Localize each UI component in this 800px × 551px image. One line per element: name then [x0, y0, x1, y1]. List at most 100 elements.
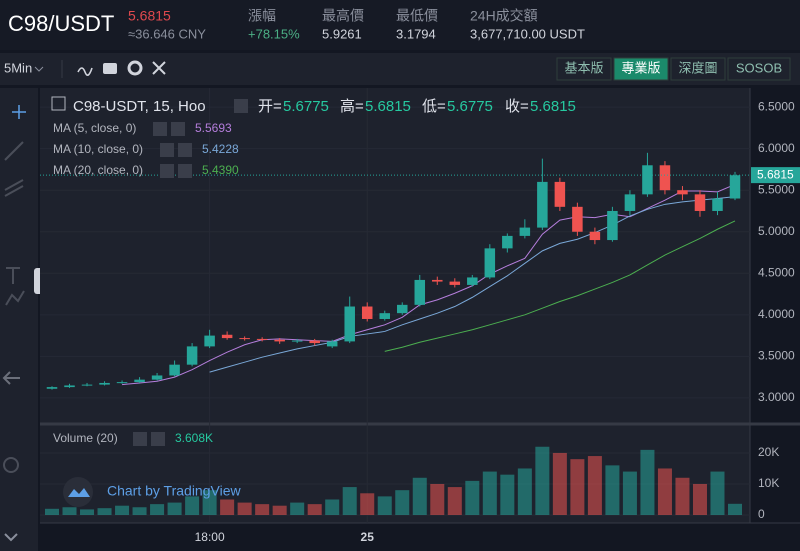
volume-label: Volume (20): [53, 431, 118, 445]
left-toolbar: [0, 88, 38, 551]
price-tick-label: 4.0000: [758, 307, 795, 321]
candle-body: [449, 281, 461, 285]
stat-label: 最高價: [322, 8, 364, 24]
collapse-legend[interactable]: [51, 96, 66, 111]
candle-body: [116, 382, 128, 384]
stat-value: +78.15%: [248, 26, 300, 41]
text-tool[interactable]: [6, 267, 20, 284]
ma-label: MA (5, close, 0): [53, 121, 136, 135]
ohlc-value: 5.6815: [530, 98, 576, 115]
crosshair-tool[interactable]: [12, 105, 26, 119]
volume-bar: [587, 456, 602, 515]
volume-bar: [640, 449, 655, 515]
time-tick-label: 25: [361, 530, 375, 544]
ma-settings: [160, 164, 174, 178]
ma-value: 5.4390: [202, 163, 239, 177]
back-tool[interactable]: [2, 371, 20, 385]
fullscreen-icon[interactable]: [152, 61, 166, 75]
volume-value: 3.608K: [175, 431, 213, 445]
volume-bar: [447, 487, 462, 515]
candle-body: [659, 165, 671, 191]
view-button[interactable]: [670, 57, 726, 81]
price-tick-label: 5.0000: [758, 224, 795, 238]
stat-label: 漲幅: [248, 8, 276, 24]
volume-bar: [605, 465, 620, 515]
volume-bar: [62, 507, 77, 515]
price: 5.6815: [128, 8, 171, 24]
candle-body: [326, 341, 338, 347]
ma-close: [171, 122, 185, 136]
channel-tool[interactable]: [4, 179, 24, 197]
volume-bar: [552, 452, 567, 515]
volume-bar: [517, 468, 532, 515]
volume-bar: [185, 496, 200, 515]
candle-body: [169, 364, 180, 376]
volume-bar: [570, 459, 585, 515]
volume-bar: [202, 490, 217, 515]
settings-icon[interactable]: [127, 60, 143, 76]
candle-body: [379, 313, 390, 319]
volume-bar: [377, 496, 392, 515]
ma-close: [178, 164, 192, 178]
volume-bar: [500, 474, 515, 515]
candle-body: [572, 206, 583, 232]
last-price-label: 5.6815: [757, 167, 794, 181]
candle-body: [204, 335, 215, 347]
volume-tick-label: 0: [758, 507, 765, 521]
view-label[interactable]: SOSOB: [736, 60, 782, 75]
pattern-tool[interactable]: [5, 290, 25, 306]
volume-bar: [132, 507, 147, 515]
candle-body: [519, 227, 531, 236]
stat-label: 最低價: [396, 8, 438, 24]
candle-body: [607, 210, 618, 241]
volume-bar: [272, 505, 287, 515]
view-label[interactable]: 基本版: [564, 60, 603, 75]
volume-bar: [325, 499, 340, 515]
view-label[interactable]: 專業版: [621, 60, 660, 75]
zoom-tool[interactable]: [3, 457, 19, 473]
volume-bar: [237, 502, 252, 515]
candle-body: [291, 340, 303, 342]
ma-line: [384, 220, 736, 352]
ohlc-label: 高=: [340, 98, 364, 115]
line-tool[interactable]: [4, 141, 24, 161]
candle-body: [344, 306, 355, 342]
candle-body: [694, 194, 706, 211]
view-button[interactable]: [556, 57, 612, 81]
ma-line: [209, 196, 736, 373]
volume-tick-label: 10K: [758, 476, 779, 490]
candle-body: [502, 235, 513, 249]
last-price-box: [751, 167, 800, 184]
volume-bar: [675, 477, 690, 515]
interval[interactable]: 5Min: [4, 60, 32, 75]
ohlc-label: 低=: [422, 98, 446, 115]
candle-body: [64, 385, 75, 388]
volume-bar: [307, 504, 322, 515]
collapse-tool[interactable]: [4, 533, 18, 542]
watermark[interactable]: Chart by TradingView: [107, 483, 241, 499]
cny: ≈36.646 CNY: [128, 26, 206, 41]
view-label[interactable]: 深度圖: [678, 60, 717, 75]
stat-label: 24H成交額: [470, 8, 538, 24]
view-button[interactable]: [727, 57, 791, 81]
candle-body: [274, 339, 285, 342]
price-tick-label: 3.5000: [758, 349, 795, 363]
ma-close: [178, 143, 192, 157]
volume-bar: [290, 502, 305, 515]
ohlc-value: 5.6775: [283, 98, 329, 115]
stat-value: 3.1794: [396, 26, 436, 41]
chart-type-icon[interactable]: [77, 67, 93, 76]
candle-body: [589, 231, 601, 241]
candle-body: [624, 194, 636, 211]
volume-bar: [692, 483, 707, 515]
legend-settings[interactable]: [234, 99, 248, 113]
view-button[interactable]: [613, 57, 669, 81]
stat-value: 5.9261: [322, 26, 362, 41]
volume-bar: [430, 483, 445, 515]
candle-body: [432, 279, 443, 282]
chart-pane: [40, 88, 750, 523]
candle-body: [677, 190, 688, 195]
candle-body: [256, 338, 268, 340]
snapshot-icon[interactable]: [103, 63, 117, 74]
